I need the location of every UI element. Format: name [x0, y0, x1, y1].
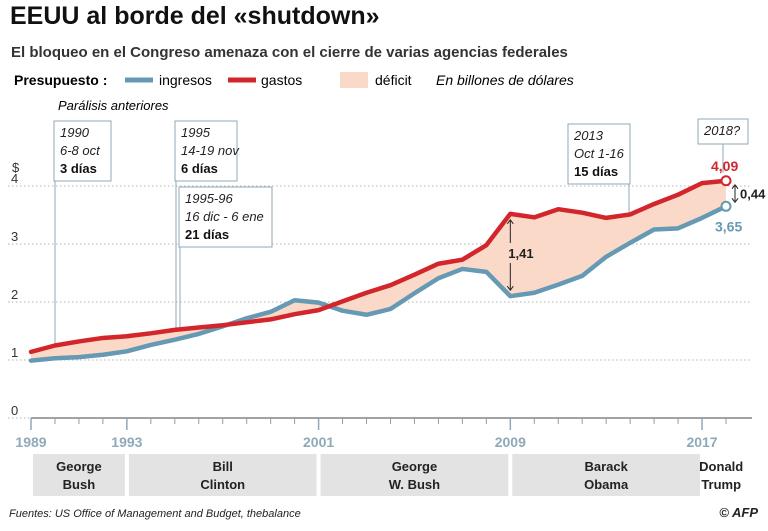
president-band — [128, 454, 317, 496]
president-name: Bush — [63, 477, 96, 492]
x-tick-label: 2017 — [686, 434, 717, 450]
markers: 4,09 3,65 0,44 1,41 — [506, 158, 766, 292]
y-axis-label: $ — [12, 160, 20, 175]
callout-days: 21 días — [185, 227, 229, 242]
legend-spending-label: gastos — [261, 72, 302, 88]
president-band — [704, 454, 739, 496]
annotations-title: Parálisis anteriores — [58, 98, 169, 113]
president-name: Clinton — [200, 477, 245, 492]
callout-days: 15 días — [574, 164, 618, 179]
callout-dates: 14-19 nov — [181, 143, 240, 158]
president-name: W. Bush — [389, 477, 440, 492]
series-line-spending — [28, 178, 729, 355]
page-title: EEUU al borde del «shutdown» — [10, 2, 380, 30]
callout-days: 6 días — [181, 161, 218, 176]
legend-deficit-label: déficit — [375, 72, 412, 88]
president-name: George — [56, 459, 102, 474]
callout-year: 1990 — [60, 125, 90, 140]
gap-arrowhead — [731, 198, 739, 204]
gap-arrowhead — [731, 183, 739, 190]
gap-label-bg — [507, 243, 542, 264]
callout-dates: Oct 1-16 — [574, 146, 625, 161]
x-tick-label: 1989 — [15, 434, 46, 450]
y-tick-label: 0 — [11, 403, 18, 418]
callout-box — [697, 118, 749, 145]
legend-deficit-swatch — [340, 72, 368, 88]
president-band — [512, 454, 701, 496]
y-axis-labels: 0 1 2 3 4 — [11, 171, 18, 418]
callout-dates: 6-8 oct — [60, 143, 101, 158]
afp-logo: © AFP — [719, 505, 758, 520]
gap-label-2009: 1,41 — [508, 246, 533, 261]
legend-prefix: Presupuesto : — [14, 72, 107, 88]
president-band — [33, 454, 125, 496]
callout-box — [174, 120, 238, 182]
callout-dates: 16 dic - 6 ene — [185, 209, 264, 224]
x-tick-label: 2009 — [495, 434, 526, 450]
x-tick-label: 2001 — [303, 434, 334, 450]
y-tick-label: 4 — [11, 171, 18, 186]
president-name: Barack — [584, 459, 628, 474]
end-label-spending: 4,09 — [711, 158, 738, 174]
source-note: Fuentes: US Office of Management and Bud… — [9, 508, 301, 520]
president-name: Obama — [584, 477, 629, 492]
callout-box — [567, 123, 631, 185]
series-line-income — [28, 204, 729, 363]
y-tick-label: 1 — [11, 345, 18, 360]
callout-year: 1995 — [181, 125, 211, 140]
callout-year: 2018? — [703, 123, 741, 138]
president-band — [320, 454, 509, 496]
legend-income-label: ingresos — [159, 72, 212, 88]
callout-box — [53, 120, 112, 182]
y-tick-label: 3 — [11, 229, 18, 244]
end-label-income: 3,65 — [715, 218, 742, 234]
callout-box — [178, 186, 273, 248]
y-tick-label: 2 — [11, 287, 18, 302]
president-name: Bill — [213, 459, 233, 474]
legend: Presupuesto : ingresos gastos déficit En… — [14, 72, 574, 88]
x-tick-label: 1993 — [111, 434, 142, 450]
president-name: Trump — [701, 477, 741, 492]
president-bands: George Bush Bill Clinton George W. Bush Barack… — [33, 454, 743, 496]
gap-arrowhead — [506, 285, 514, 292]
callout-year: 1995-96 — [185, 191, 233, 206]
x-axis: 1989 1993 2001 2009 2017 — [15, 417, 752, 450]
callout-year: 2013 — [573, 128, 604, 143]
deficit-area — [31, 180, 726, 361]
shutdown-callouts: 1990 6-8 oct 3 días 1995 14-19 nov 6 días 1995… — [53, 118, 749, 346]
page-subtitle: El bloqueo en el Congreso amenaza con el… — [11, 44, 568, 61]
end-point-spending — [720, 175, 732, 187]
callout-days: 3 días — [60, 161, 97, 176]
legend-unit: En billones de dólares — [436, 72, 574, 88]
gap-arrowhead — [506, 219, 514, 225]
gap-label-2018: 0,44 — [740, 187, 766, 202]
president-name: Donald — [699, 459, 743, 474]
end-point-income — [720, 200, 732, 212]
president-name: George — [392, 459, 438, 474]
